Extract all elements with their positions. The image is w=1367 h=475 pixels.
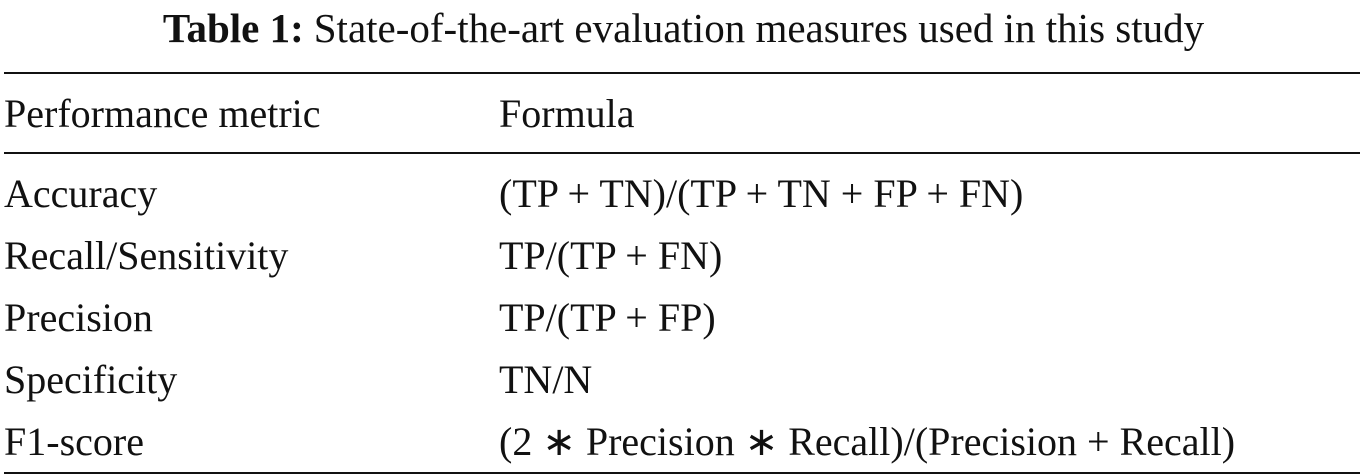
table-row: Specificity TN/N: [4, 348, 1360, 410]
caption-text: State-of-the-art evaluation measures use…: [313, 5, 1205, 51]
header-cell: Performance metric: [4, 90, 321, 136]
formula-cell: TP/(TP + FN): [499, 232, 723, 278]
formula-cell: TP/(TP + FP): [499, 294, 716, 340]
table-label: Table 1:: [162, 5, 304, 51]
caption: Table 1: State-of-the-art evaluation meas…: [0, 4, 1367, 52]
table-row: Accuracy (TP + TN)/(TP + TN + FP + FN): [4, 153, 1360, 224]
metric-cell: Recall/Sensitivity: [4, 232, 289, 278]
metric-cell: Specificity: [4, 356, 178, 402]
header-cell: Formula: [499, 90, 635, 136]
table-row: F1-score (2 ∗ Precision ∗ Recall)/(Precis…: [4, 410, 1360, 473]
table: Performance metric Formula Accuracy (TP + …: [4, 72, 1360, 474]
formula-cell: (2 ∗ Precision ∗ Recall)/(Precision + Re…: [499, 418, 1236, 464]
header-row: Performance metric Formula: [4, 73, 1360, 153]
metric-cell: Accuracy: [4, 170, 158, 216]
metric-cell: Precision: [4, 294, 153, 340]
table-body: Accuracy (TP + TN)/(TP + TN + FP + FN) Rec…: [4, 153, 1360, 473]
formula-cell: TN/N: [499, 356, 593, 402]
table-row: Precision TP/(TP + FP): [4, 286, 1360, 348]
metric-cell: F1-score: [4, 418, 144, 464]
table-row: Recall/Sensitivity TP/(TP + FN): [4, 224, 1360, 286]
formula-cell: (TP + TN)/(TP + TN + FP + FN): [499, 170, 1024, 216]
